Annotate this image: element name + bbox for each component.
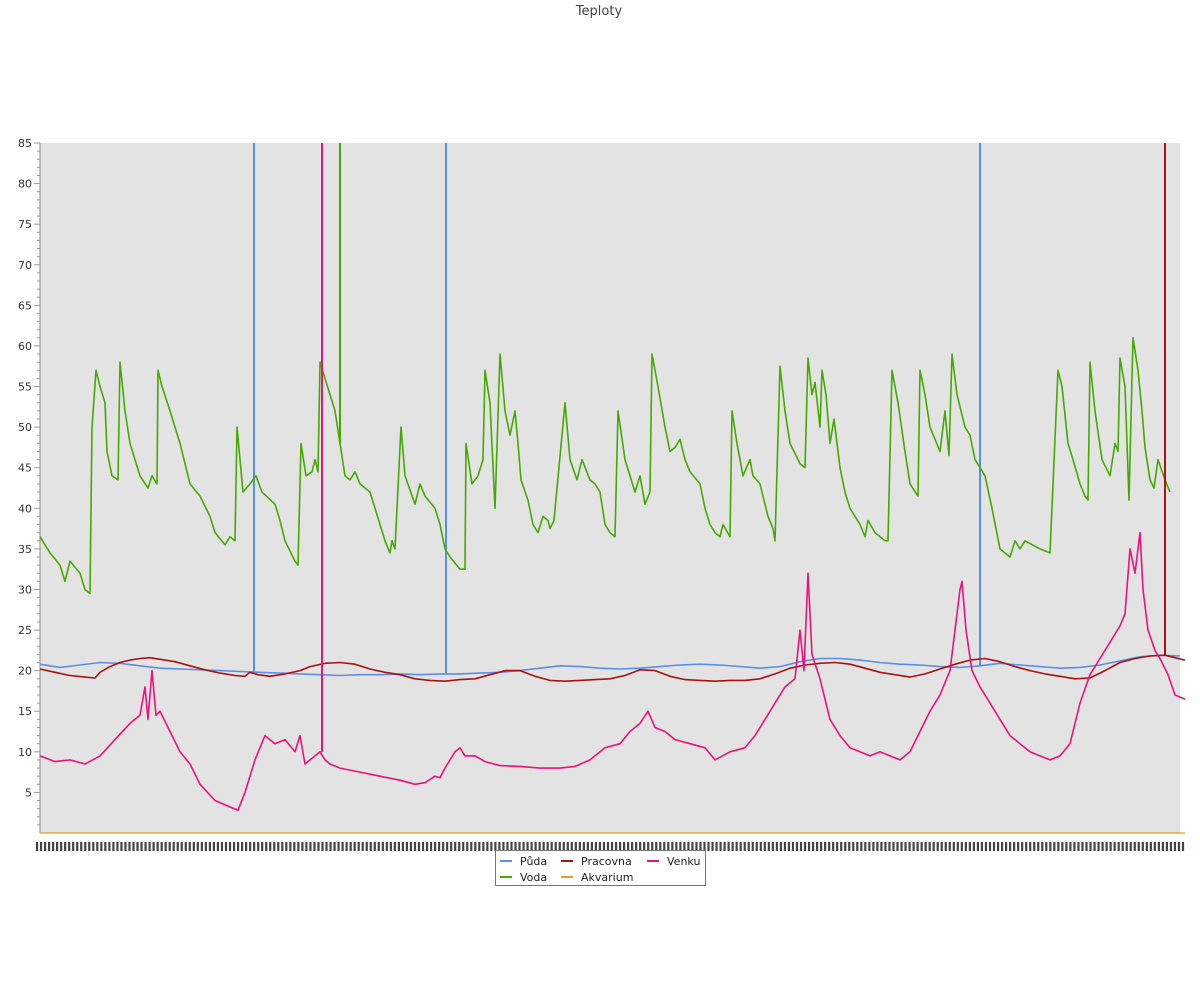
legend-label-voda: Voda [520, 871, 547, 884]
y-tick-label: 25 [18, 624, 32, 637]
series-line-puda [39, 654, 1181, 677]
y-tick-label: 5 [25, 786, 32, 799]
y-tick-label: 60 [18, 340, 32, 353]
legend-label-akvarium: Akvarium [581, 871, 633, 884]
y-axis: 5 10 15 20 25 30 35 40 45 50 55 60 65 70 75 80 85 [18, 137, 41, 833]
y-tick-label: 45 [18, 462, 32, 475]
y-tick-label: 30 [18, 583, 32, 596]
y-tick-label: 35 [18, 543, 32, 556]
y-tick-label: 80 [18, 178, 32, 191]
y-tick-label: 10 [18, 746, 32, 759]
series-layer [39, 143, 1186, 834]
legend: Půda Voda Pracovna Akvarium Venku [495, 850, 706, 886]
y-tick-label: 85 [18, 137, 32, 150]
legend-box [495, 850, 706, 886]
series-pracovna [39, 143, 1186, 682]
y-tick-label: 65 [18, 299, 32, 312]
legend-label-puda: Půda [520, 855, 547, 868]
legend-label-pracovna: Pracovna [581, 855, 632, 868]
series-line-voda [39, 337, 1171, 595]
legend-label-venku: Venku [667, 855, 700, 868]
y-tick-label: 75 [18, 218, 32, 231]
series-puda [39, 143, 1181, 677]
y-tick-label: 70 [18, 259, 32, 272]
plot-area [40, 143, 1180, 833]
y-tick-label: 20 [18, 665, 32, 678]
y-tick-label: 55 [18, 381, 32, 394]
y-tick-label: 50 [18, 421, 32, 434]
series-voda [39, 143, 1171, 595]
series-venku [39, 143, 1186, 812]
series-line-pracovna [39, 654, 1186, 682]
y-tick-label: 15 [18, 705, 32, 718]
y-tick-label: 40 [18, 502, 32, 515]
series-line-venku [39, 531, 1186, 812]
chart-title: Teploty [575, 4, 623, 19]
x-axis [35, 832, 1185, 851]
